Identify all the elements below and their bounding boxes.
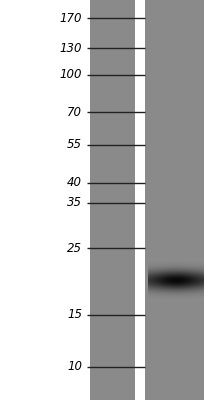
Text: 170: 170	[60, 12, 82, 24]
Text: 130: 130	[60, 42, 82, 54]
Text: 15: 15	[67, 308, 82, 322]
Text: 100: 100	[60, 68, 82, 82]
Bar	[90, 0, 135, 400]
Text: 10: 10	[67, 360, 82, 374]
Bar	[145, 0, 204, 400]
Text: 55: 55	[67, 138, 82, 152]
Text: 25: 25	[67, 242, 82, 254]
Text: 40: 40	[67, 176, 82, 190]
Bar	[136, 0, 144, 400]
Text: 35: 35	[67, 196, 82, 210]
Text: 70: 70	[67, 106, 82, 118]
